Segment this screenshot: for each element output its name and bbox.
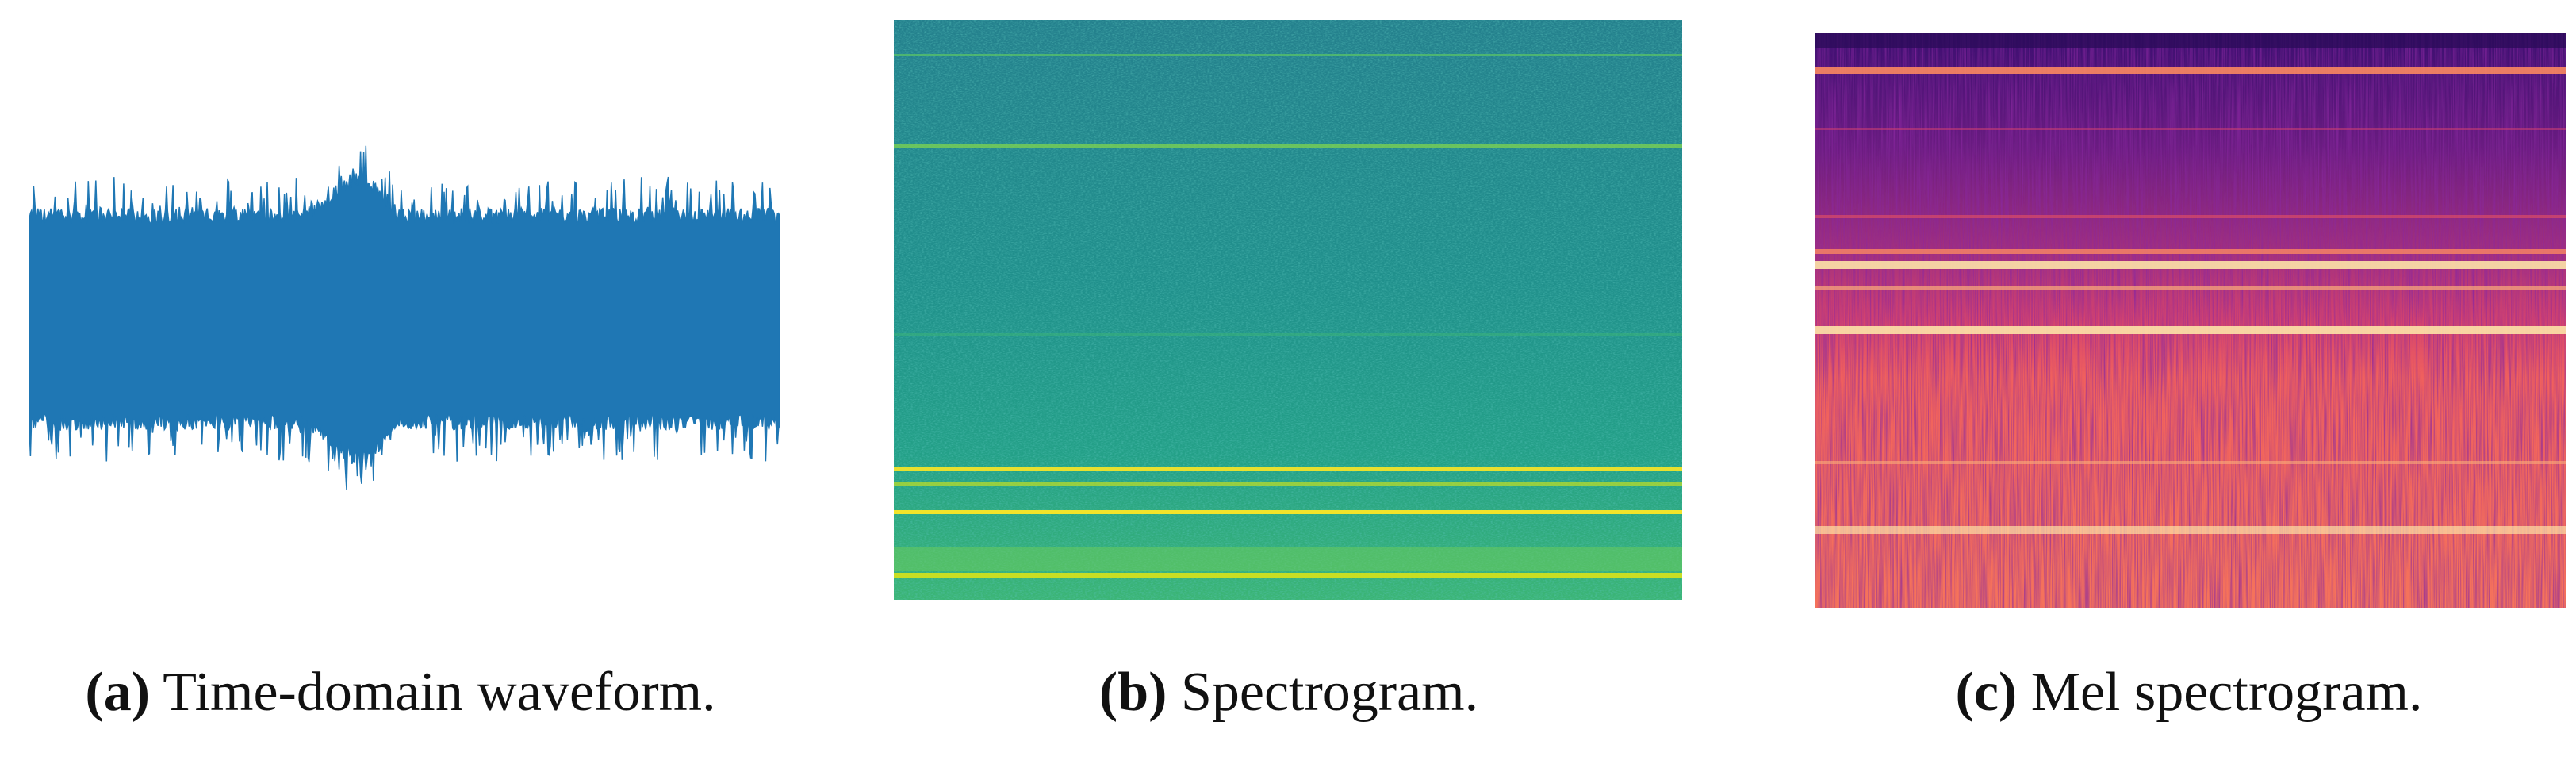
- spectrogram-band: [894, 467, 1682, 471]
- spectrogram-band: [894, 510, 1682, 514]
- mel-band: [1815, 128, 2566, 130]
- mel-band: [1815, 261, 2566, 269]
- caption: (c) Mel spectrogram.: [1956, 662, 2423, 723]
- mel-band: [1815, 326, 2566, 334]
- spectrogram-band: [894, 482, 1682, 486]
- caption-text: Mel spectrogram.: [2031, 662, 2423, 723]
- caption-label: (c): [1956, 662, 2018, 723]
- spectrogram-band: [894, 333, 1682, 336]
- mel-band: [1815, 215, 2566, 218]
- mel-band: [1815, 33, 2566, 48]
- caption-text: Time-domain waveform.: [163, 662, 715, 723]
- caption-text: Spectrogram.: [1181, 662, 1478, 723]
- mel-band: [1815, 249, 2566, 254]
- spectrogram-noise: [894, 20, 1682, 600]
- waveform-panel: [29, 145, 780, 490]
- caption: (a) Time-domain waveform.: [85, 662, 715, 723]
- mel-band: [1815, 67, 2566, 74]
- caption: (b) Spectrogram.: [1099, 662, 1478, 723]
- spectrogram-band: [894, 144, 1682, 148]
- waveform: [29, 145, 780, 490]
- caption-label: (a): [85, 662, 150, 723]
- spectrogram-panel: [894, 20, 1682, 600]
- spectrogram-band: [894, 547, 1682, 571]
- mel-noise: [1815, 33, 2566, 608]
- mel-band: [1815, 286, 2566, 290]
- spectrogram-band: [894, 54, 1682, 56]
- mel-band: [1815, 461, 2566, 464]
- spectrogram-band: [894, 573, 1682, 578]
- mel-band: [1815, 526, 2566, 534]
- mel-spectrogram-panel: [1815, 33, 2566, 608]
- caption-label: (b): [1099, 662, 1167, 723]
